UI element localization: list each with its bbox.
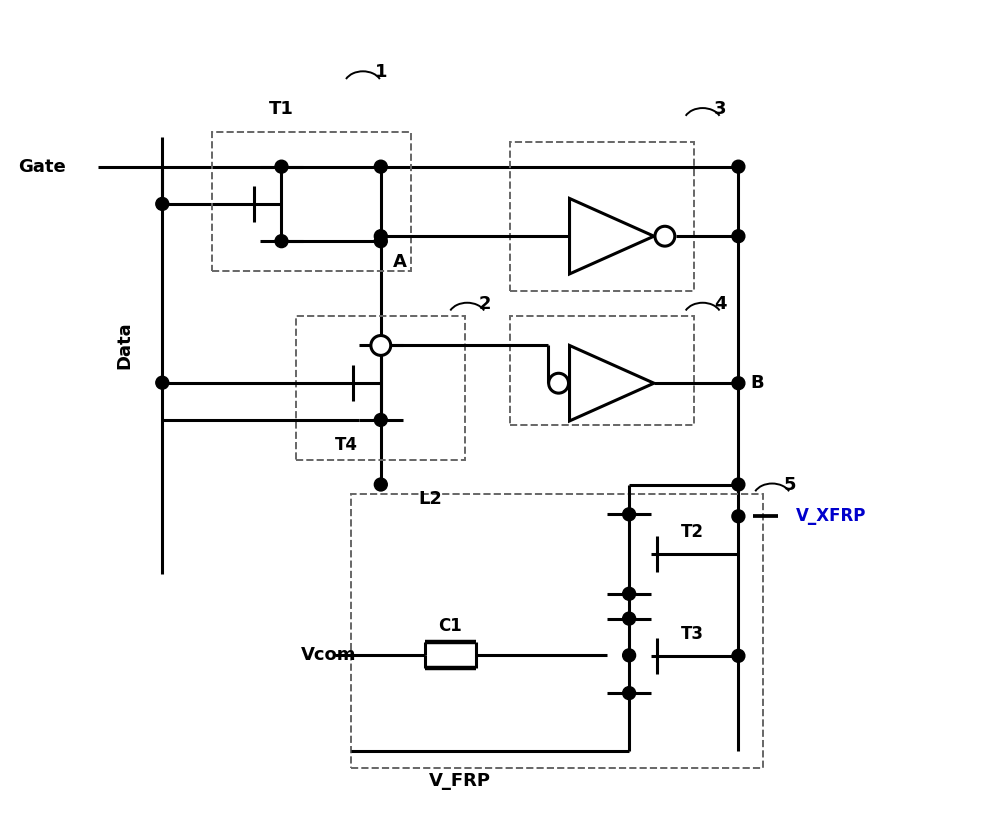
- Text: Vcom: Vcom: [300, 646, 356, 664]
- Bar: [296, 316, 465, 460]
- Bar: [510, 142, 694, 291]
- Text: 5: 5: [784, 475, 796, 493]
- Circle shape: [275, 160, 288, 173]
- Circle shape: [732, 229, 745, 243]
- Text: A: A: [393, 253, 407, 271]
- Text: L2: L2: [419, 490, 442, 508]
- Bar: [212, 132, 411, 271]
- Circle shape: [623, 649, 636, 662]
- Text: B: B: [750, 375, 764, 392]
- Bar: [510, 316, 694, 425]
- Text: V_XFRP: V_XFRP: [796, 507, 866, 526]
- Text: T4: T4: [335, 436, 358, 454]
- Circle shape: [371, 336, 391, 356]
- Circle shape: [732, 377, 745, 389]
- Text: 2: 2: [479, 295, 491, 313]
- Bar: [351, 494, 763, 767]
- Text: C1: C1: [438, 616, 462, 634]
- Circle shape: [156, 197, 169, 210]
- Circle shape: [623, 587, 636, 601]
- Circle shape: [732, 649, 745, 662]
- Text: T2: T2: [681, 523, 704, 541]
- Circle shape: [623, 686, 636, 700]
- Circle shape: [275, 234, 288, 248]
- Circle shape: [732, 510, 745, 523]
- Circle shape: [374, 160, 387, 173]
- Circle shape: [549, 373, 569, 394]
- Circle shape: [623, 612, 636, 625]
- Text: 3: 3: [714, 100, 727, 118]
- Circle shape: [623, 508, 636, 521]
- Circle shape: [655, 226, 675, 246]
- Circle shape: [374, 413, 387, 427]
- Circle shape: [374, 478, 387, 491]
- Circle shape: [156, 376, 169, 389]
- Text: 4: 4: [714, 295, 727, 313]
- Text: Data: Data: [116, 322, 134, 370]
- Text: T1: T1: [269, 100, 294, 118]
- Circle shape: [374, 229, 387, 243]
- Text: T3: T3: [681, 625, 704, 643]
- Circle shape: [732, 478, 745, 491]
- Text: Gate: Gate: [18, 158, 66, 176]
- Circle shape: [374, 234, 387, 248]
- Text: 1: 1: [375, 64, 387, 82]
- Text: V_FRP: V_FRP: [429, 771, 491, 790]
- Circle shape: [732, 160, 745, 173]
